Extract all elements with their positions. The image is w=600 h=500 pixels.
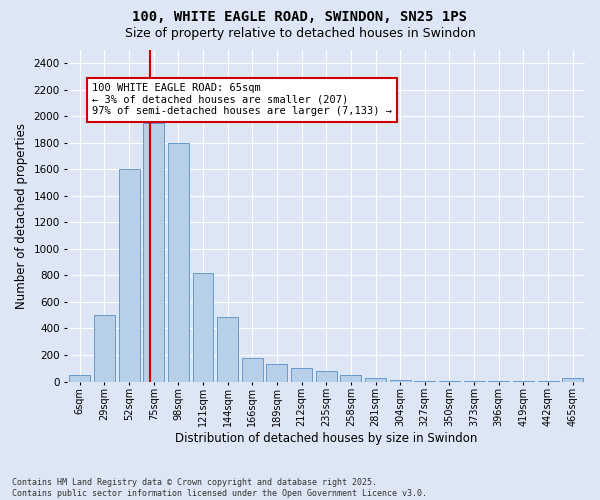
Bar [389, 380, 410, 382]
Bar [316, 371, 337, 382]
Bar [94, 315, 115, 382]
Bar [562, 378, 583, 382]
Bar [365, 378, 386, 382]
Bar [415, 381, 435, 382]
Text: Contains HM Land Registry data © Crown copyright and database right 2025.
Contai: Contains HM Land Registry data © Crown c… [12, 478, 427, 498]
Bar [242, 358, 263, 382]
Bar [266, 364, 287, 382]
Bar [168, 143, 189, 382]
Text: Size of property relative to detached houses in Swindon: Size of property relative to detached ho… [125, 28, 475, 40]
Bar [69, 375, 90, 382]
Bar [217, 316, 238, 382]
Text: 100 WHITE EAGLE ROAD: 65sqm
← 3% of detached houses are smaller (207)
97% of sem: 100 WHITE EAGLE ROAD: 65sqm ← 3% of deta… [92, 83, 392, 116]
Bar [193, 273, 214, 382]
Bar [291, 368, 312, 382]
Text: 100, WHITE EAGLE ROAD, SWINDON, SN25 1PS: 100, WHITE EAGLE ROAD, SWINDON, SN25 1PS [133, 10, 467, 24]
Bar [340, 375, 361, 382]
Bar [119, 170, 140, 382]
X-axis label: Distribution of detached houses by size in Swindon: Distribution of detached houses by size … [175, 432, 478, 445]
Bar [143, 123, 164, 382]
Y-axis label: Number of detached properties: Number of detached properties [15, 123, 28, 309]
